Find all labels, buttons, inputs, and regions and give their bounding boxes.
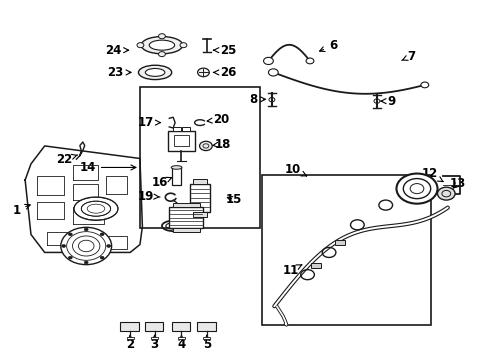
Text: 9: 9 [381, 95, 396, 108]
Circle shape [396, 174, 438, 204]
Polygon shape [73, 165, 98, 180]
Polygon shape [73, 184, 98, 200]
Text: 8: 8 [250, 93, 266, 106]
Polygon shape [25, 146, 143, 252]
Circle shape [264, 57, 273, 64]
Bar [151, 337, 158, 339]
Circle shape [438, 187, 455, 200]
Circle shape [61, 227, 112, 265]
Circle shape [68, 233, 72, 236]
Circle shape [197, 68, 209, 77]
Bar [169, 207, 203, 228]
Circle shape [421, 82, 429, 88]
Text: 2: 2 [126, 335, 134, 351]
Circle shape [100, 233, 104, 236]
Ellipse shape [146, 68, 165, 76]
Text: 5: 5 [203, 335, 211, 351]
Bar [173, 135, 189, 146]
Text: 25: 25 [214, 44, 236, 57]
Text: 20: 20 [207, 113, 230, 126]
Ellipse shape [139, 65, 172, 80]
Ellipse shape [171, 166, 182, 169]
Text: 12: 12 [421, 167, 443, 182]
Text: 7: 7 [402, 50, 415, 63]
Bar [197, 322, 216, 331]
Text: 17: 17 [138, 116, 161, 129]
Circle shape [100, 256, 104, 259]
Text: 10: 10 [285, 163, 307, 176]
Text: 23: 23 [107, 66, 131, 79]
Text: 18: 18 [212, 138, 231, 150]
Circle shape [306, 58, 314, 64]
Circle shape [180, 42, 187, 48]
Bar [172, 228, 200, 232]
Bar [145, 322, 163, 331]
Polygon shape [106, 235, 127, 249]
Circle shape [62, 244, 66, 247]
Bar [172, 127, 180, 131]
Text: 13: 13 [450, 177, 466, 190]
Circle shape [84, 228, 88, 231]
Bar [140, 87, 260, 228]
Bar [168, 131, 195, 150]
Text: 22: 22 [56, 153, 78, 166]
Circle shape [159, 51, 165, 57]
Bar [172, 203, 200, 207]
Ellipse shape [149, 40, 174, 50]
Bar [312, 263, 321, 268]
Polygon shape [37, 176, 64, 195]
Text: 3: 3 [150, 335, 159, 351]
Polygon shape [73, 207, 104, 224]
Text: 15: 15 [226, 193, 243, 206]
Circle shape [107, 244, 111, 247]
Bar [182, 127, 190, 131]
Bar [172, 167, 181, 185]
Bar [335, 240, 344, 245]
Text: 11: 11 [283, 264, 302, 277]
Ellipse shape [141, 37, 183, 54]
Circle shape [84, 261, 88, 264]
Text: 26: 26 [214, 66, 236, 79]
Circle shape [159, 34, 165, 39]
Bar [262, 175, 431, 325]
Bar [127, 337, 134, 339]
Text: 21: 21 [183, 217, 202, 230]
Circle shape [199, 141, 212, 150]
Circle shape [137, 42, 144, 48]
Bar [193, 212, 207, 217]
Polygon shape [37, 202, 64, 220]
Text: 16: 16 [151, 176, 172, 189]
Bar [172, 322, 190, 331]
Ellipse shape [74, 197, 118, 220]
Polygon shape [47, 232, 67, 245]
Bar [178, 337, 185, 339]
Bar [121, 322, 139, 331]
Text: 24: 24 [105, 44, 128, 57]
Circle shape [269, 69, 278, 76]
Text: 4: 4 [177, 335, 186, 351]
Bar [190, 184, 210, 212]
Text: 6: 6 [319, 39, 337, 52]
Circle shape [68, 256, 72, 259]
Bar [193, 179, 207, 184]
Text: 14: 14 [79, 161, 136, 174]
Text: 1: 1 [12, 204, 30, 217]
Polygon shape [106, 176, 127, 194]
Text: 19: 19 [138, 190, 160, 203]
Bar [203, 337, 210, 339]
